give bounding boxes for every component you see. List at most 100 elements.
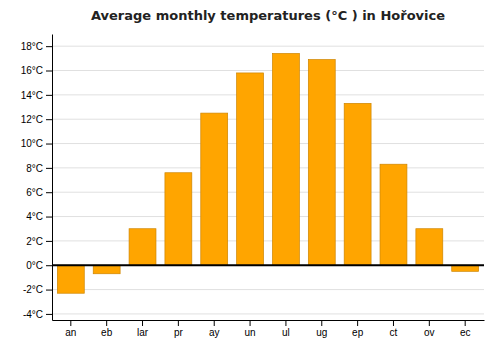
x-tick-label: ay: [209, 327, 220, 338]
y-tick-mark: [46, 95, 52, 96]
x-tick: an: [65, 320, 76, 338]
y-tick: 12°C: [21, 114, 52, 125]
y-tick: 6°C: [26, 187, 52, 198]
bar: [57, 265, 84, 293]
x-tick-label: lar: [137, 327, 149, 338]
x-tick: ug: [316, 320, 327, 338]
x-axis: an eb lar pr ay un ul ug ep ct ov ec: [53, 320, 485, 338]
y-tick-mark: [46, 192, 52, 193]
y-tick-mark: [46, 314, 52, 315]
bar: [237, 73, 264, 265]
x-tick: ec: [460, 320, 471, 338]
y-tick-mark: [46, 290, 52, 291]
y-tick: 10°C: [21, 138, 52, 149]
x-tick-label: an: [65, 327, 76, 338]
grid-line: [52, 192, 484, 193]
y-tick-mark: [46, 241, 52, 242]
y-tick-label: 10°C: [21, 138, 43, 149]
y-tick-label: 18°C: [21, 41, 43, 52]
y-tick: -2°C: [23, 284, 52, 295]
x-tick-mark: [106, 320, 107, 326]
x-tick-label: pr: [174, 327, 184, 338]
y-tick: 18°C: [21, 41, 52, 52]
y-tick: 14°C: [21, 90, 52, 101]
x-tick-mark: [214, 320, 215, 326]
x-tick-mark: [178, 320, 179, 326]
grid-line: [52, 265, 484, 266]
y-tick: 0°C: [26, 260, 52, 271]
y-tick-mark: [46, 144, 52, 145]
bar: [272, 53, 299, 265]
y-tick: -4°C: [23, 309, 52, 320]
bar: [344, 103, 371, 265]
y-tick-label: 0°C: [26, 260, 43, 271]
x-tick-label: ep: [352, 327, 364, 338]
grid-line: [52, 289, 484, 290]
x-tick: pr: [174, 320, 184, 338]
x-tick-label: ct: [390, 327, 398, 338]
y-tick: 8°C: [26, 163, 52, 174]
x-tick-label: ec: [460, 327, 471, 338]
x-tick-mark: [393, 320, 394, 326]
x-axis-line: [53, 320, 485, 321]
y-tick-label: 4°C: [26, 211, 43, 222]
x-tick: eb: [101, 320, 113, 338]
y-tick-mark: [46, 168, 52, 169]
bars: [52, 53, 484, 293]
y-tick: 16°C: [21, 65, 52, 76]
grid-line: [52, 94, 484, 95]
bar: [129, 229, 156, 266]
y-tick-mark: [46, 265, 52, 266]
x-tick-label: ug: [316, 327, 327, 338]
bar: [380, 164, 407, 265]
x-tick-mark: [429, 320, 430, 326]
y-axis-line: [52, 35, 53, 321]
bar: [93, 265, 120, 274]
x-tick-label: ul: [282, 327, 290, 338]
grid-line: [52, 119, 484, 120]
bar: [308, 60, 335, 266]
bar: [201, 113, 228, 265]
chart: -4°C -2°C 0°C 2°C 4°C 6°C 8°C 10°C 12°C 14°C 16°C 1…: [0, 0, 500, 350]
y-tick-label: 8°C: [26, 163, 43, 174]
y-axis: -4°C -2°C 0°C 2°C 4°C 6°C 8°C 10°C 12°C 14°C 16°C 1…: [21, 35, 53, 321]
y-tick-mark: [46, 119, 52, 120]
x-tick-mark: [250, 320, 251, 326]
grid: [52, 46, 484, 314]
grid-line: [52, 70, 484, 71]
bar: [165, 173, 192, 265]
x-tick: lar: [137, 320, 149, 338]
x-tick-mark: [70, 320, 71, 326]
grid-line: [52, 313, 484, 314]
y-tick-mark: [46, 46, 52, 47]
x-tick: ct: [390, 320, 398, 338]
y-tick: 4°C: [26, 211, 52, 222]
grid-line: [52, 167, 484, 168]
x-tick-label: un: [245, 327, 256, 338]
y-tick-label: 14°C: [21, 90, 43, 101]
title: Average monthly temperatures (°C ) in Ho…: [91, 8, 445, 23]
x-tick: ay: [209, 320, 220, 338]
x-tick: un: [245, 320, 256, 338]
x-tick-label: ov: [424, 327, 435, 338]
y-tick-label: 2°C: [26, 236, 43, 247]
y-tick-label: -2°C: [23, 284, 43, 295]
x-tick-mark: [285, 320, 286, 326]
x-tick-mark: [142, 320, 143, 326]
y-tick-mark: [46, 71, 52, 72]
x-tick: ov: [424, 320, 435, 338]
grid-line: [52, 46, 484, 47]
x-tick: ul: [282, 320, 290, 338]
y-tick: 2°C: [26, 236, 52, 247]
bar: [416, 229, 443, 266]
grid-line: [52, 143, 484, 144]
y-tick-mark: [46, 217, 52, 218]
grid-line: [52, 216, 484, 217]
x-tick: ep: [352, 320, 364, 338]
x-tick-mark: [357, 320, 358, 326]
x-tick-mark: [321, 320, 322, 326]
y-tick-label: -4°C: [23, 309, 43, 320]
x-tick-mark: [465, 320, 466, 326]
y-tick-label: 16°C: [21, 65, 43, 76]
y-tick-label: 12°C: [21, 114, 43, 125]
